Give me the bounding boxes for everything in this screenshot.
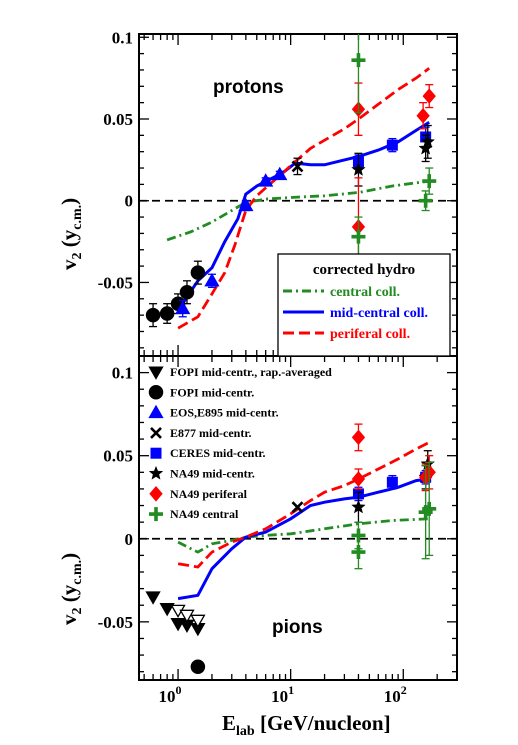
- data-point: [179, 609, 195, 624]
- svg-text:v2 (yc.m.): v2 (yc.m.): [57, 198, 85, 270]
- legend-entry: FOPI mid-centr., rap.-averaged: [170, 365, 332, 379]
- labels-layer: protons pions Elab [GeV/nucleon] v2 (yc.…: [57, 77, 391, 739]
- data-point: [190, 614, 206, 628]
- legend-entry: FOPI mid-centr.: [170, 385, 254, 399]
- data-point: [416, 107, 430, 124]
- data-point: [422, 174, 437, 189]
- data-point: [159, 603, 175, 617]
- legend-entry: E877 mid-centr.: [170, 426, 252, 440]
- curve-dashed: [177, 441, 430, 569]
- data-point: [190, 659, 206, 674]
- y-title-sub2: c.m.: [70, 205, 85, 230]
- data-point: [238, 197, 254, 212]
- legend-marker: [148, 404, 164, 419]
- legend-entry: periferal coll.: [330, 327, 410, 342]
- curve-dashdot: [166, 179, 430, 242]
- x-tick-label: 100: [159, 683, 182, 706]
- legend-pions: FOPI mid-centr., rap.-averaged FOPI mid-c…: [148, 365, 332, 522]
- data-point: [386, 476, 398, 488]
- data-point: [145, 307, 161, 323]
- data-point: [351, 229, 366, 244]
- legend-entry: EOS,E895 mid-centr.: [170, 406, 279, 420]
- data-point: [291, 501, 304, 514]
- y-tick-label: 0.05: [103, 447, 133, 466]
- legend-entry: mid-central coll.: [330, 306, 428, 321]
- x-axis-title: Elab [GeV/nucleon]: [222, 711, 391, 739]
- panel-label-pions: pions: [272, 617, 323, 638]
- data-point: [145, 591, 161, 605]
- y-title-mid: (y: [57, 229, 81, 252]
- legend-protons: corrected hydro central coll. mid-central …: [277, 253, 451, 357]
- legend-marker: [150, 447, 162, 459]
- legend-entry: CERES mid-centr.: [170, 446, 266, 460]
- data-point: [422, 501, 437, 516]
- x-axis-title-main: E: [222, 711, 236, 735]
- svg-text:Elab [GeV/nucleon]: Elab [GeV/nucleon]: [222, 711, 391, 739]
- legend-marker: [150, 426, 162, 439]
- data-point: [351, 429, 366, 446]
- data-point: [386, 139, 398, 151]
- y-title-mid: (y: [57, 584, 81, 607]
- y-axis-title-upper: v2 (yc.m.): [57, 198, 85, 270]
- data-point: [418, 193, 433, 208]
- curve-dashdot: [177, 517, 430, 554]
- y-title-sub1: 2: [70, 253, 85, 260]
- legend-marker: [148, 465, 164, 480]
- data-point: [179, 285, 195, 300]
- data-point: [291, 160, 304, 173]
- legend-marker: [149, 486, 163, 502]
- panel-protons: 0.1 0.05 0 -0.05: [98, 28, 458, 357]
- data-point: [190, 265, 206, 280]
- y-axis-title-lower: v2 (yc.m.): [57, 553, 85, 625]
- y-tick-label: 0: [125, 192, 134, 211]
- y-title-end: ): [57, 198, 81, 205]
- data-point: [351, 499, 366, 514]
- legend-marker: [148, 366, 164, 380]
- legend-entry: NA49 mid-centr.: [170, 467, 255, 481]
- x-tick-labels: 100 101 102: [159, 683, 407, 706]
- points-protons: [145, 34, 437, 328]
- y-title-sub1: 2: [70, 608, 85, 615]
- y-tick-label: 0.05: [103, 110, 133, 129]
- legend-marker: [148, 385, 164, 400]
- data-point: [159, 306, 175, 321]
- y-title-sub2: c.m.: [70, 560, 85, 585]
- y-tick-label: -0.05: [98, 613, 133, 632]
- legend-entry: NA49 periferal: [170, 487, 248, 501]
- y-tick-label: 0.1: [112, 28, 133, 47]
- x-tick-label: 102: [384, 683, 407, 706]
- legend-box: [277, 253, 451, 357]
- curves-protons: [166, 67, 431, 330]
- data-point: [420, 134, 436, 149]
- panels-layer: 0.1 0.05 0 -0.05 0.1 0.05 0 -0.05 100 101 102 corre…: [98, 28, 458, 706]
- data-point: [351, 53, 366, 68]
- x-axis-title-subscript: lab: [236, 724, 255, 739]
- legend-title: corrected hydro: [313, 262, 415, 278]
- curve-dashed: [177, 67, 431, 330]
- data-point: [204, 273, 220, 287]
- y-title-main: v: [57, 259, 81, 270]
- y-tick-label: 0.1: [112, 364, 133, 383]
- y-title-main: v: [57, 614, 81, 625]
- points-pions: [145, 423, 437, 674]
- data-point: [422, 88, 436, 104]
- y-tick-label: -0.05: [98, 273, 133, 292]
- data-point: [175, 300, 191, 315]
- data-point: [258, 173, 274, 187]
- y-title-end: ): [57, 553, 81, 560]
- legend-entry: central coll.: [330, 285, 400, 300]
- data-point: [351, 545, 366, 560]
- x-tick-label: 101: [271, 683, 294, 706]
- legend-entry: NA49 central: [170, 507, 239, 521]
- data-point: [351, 471, 366, 487]
- data-point: [351, 161, 366, 176]
- x-axis-title-rest: [GeV/nucleon]: [255, 711, 391, 735]
- panel-label-protons: protons: [213, 77, 284, 98]
- legend-marker: [149, 507, 163, 522]
- svg-text:v2 (yc.m.): v2 (yc.m.): [57, 553, 85, 625]
- y-tick-label: 0: [125, 530, 134, 549]
- data-point: [272, 166, 288, 181]
